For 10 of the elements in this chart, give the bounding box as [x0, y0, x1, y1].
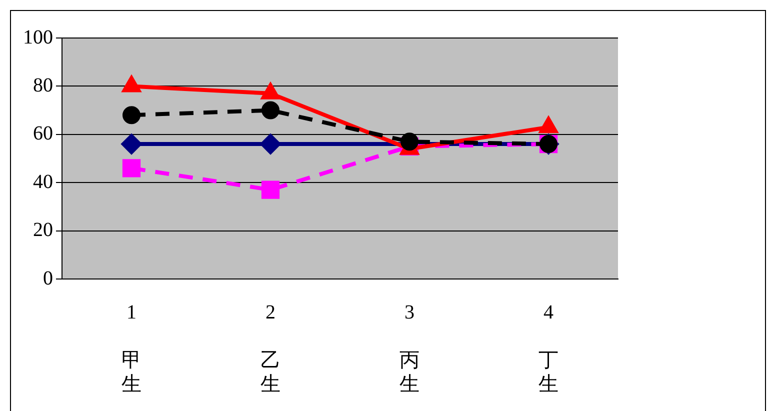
- y-tick-label: 40: [33, 170, 53, 193]
- category-label: 2 乙生: [260, 301, 280, 396]
- category-label: 4 丁生: [538, 301, 558, 396]
- y-tick-label: 20: [33, 219, 53, 242]
- y-tick-label: 80: [33, 74, 53, 96]
- y-tick-label: 0: [43, 267, 53, 290]
- y-tick-label: 100: [23, 26, 53, 48]
- y-tick-label: 60: [33, 122, 53, 145]
- category-label: 1 甲生: [122, 301, 142, 396]
- category-label: 3 丙生: [400, 301, 420, 396]
